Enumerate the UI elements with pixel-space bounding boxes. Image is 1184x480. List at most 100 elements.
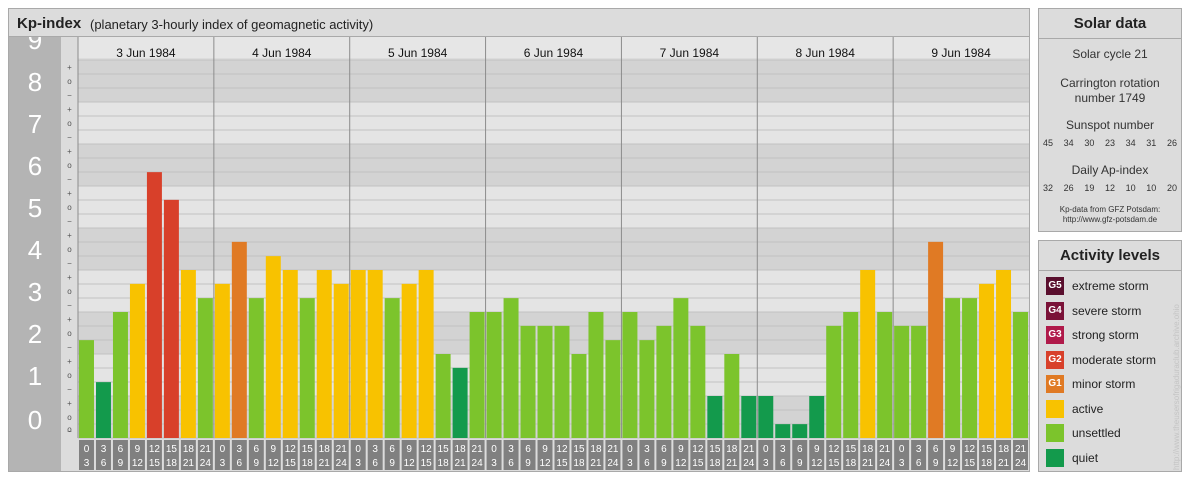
kp-bar [384,298,400,438]
kp-bar [741,396,757,438]
interval-end-label: 3 [627,458,633,469]
interval-start-label: 12 [149,444,161,455]
interval-end-label: 15 [692,458,704,469]
kp-bar [928,241,944,438]
interval-end-label: 21 [862,458,874,469]
kp-bar [826,325,842,438]
interval-cell [486,440,502,470]
kp-bar [520,325,536,438]
interval-start-label: 3 [372,444,378,455]
sunspot-values: 45 34 30 23 34 31 26 [1043,138,1177,148]
kp-bar [333,283,349,438]
interval-end-label: 15 [285,458,297,469]
interval-cell [894,440,910,470]
minor-tick-label: − [67,133,72,142]
interval-end-label: 18 [302,458,314,469]
interval-start-label: 15 [573,444,585,455]
legend-label: strong storm [1072,328,1139,342]
interval-cell [1013,440,1028,470]
interval-end-label: 9 [661,458,667,469]
minor-tick-label: − [67,217,72,226]
interval-start-label: 18 [455,444,467,455]
kp-bar [469,312,485,438]
minor-tick-label: o [67,77,72,86]
kp-bar [877,312,893,438]
interval-cell [979,440,995,470]
y-tick-label: 0 [28,405,42,435]
interval-end-label: 15 [149,458,161,469]
interval-end-label: 9 [254,458,260,469]
interval-start-label: 12 [556,444,568,455]
interval-start-label: 9 [678,444,684,455]
kp-bar [95,382,111,438]
legend-swatch: G5 [1046,277,1064,295]
interval-cell [316,440,332,470]
interval-cell [860,440,876,470]
y-tick-label: 4 [28,235,42,265]
kp-bar [809,396,825,438]
minor-tick-label: − [67,385,72,394]
minor-tick-label: o [67,161,72,170]
interval-start-label: 0 [763,444,769,455]
interval-end-label: 3 [220,458,226,469]
interval-cell [945,440,961,470]
interval-start-label: 18 [726,444,738,455]
carrington-line-2: number 1749 [1074,91,1146,105]
interval-cell [588,440,604,470]
legend-label: unsettled [1072,426,1121,440]
interval-cell [401,440,417,470]
kp-bar [79,340,94,438]
interval-start-label: 3 [916,444,922,455]
interval-end-label: 18 [166,458,178,469]
minor-tick-label: o [67,413,72,422]
interval-end-label: 24 [607,458,619,469]
kp-bar [656,325,672,438]
minor-tick-label: − [67,91,72,100]
interval-start-label: 9 [814,444,820,455]
plot-band [78,228,1029,270]
interval-start-label: 12 [285,444,297,455]
interval-start-label: 0 [899,444,905,455]
interval-end-label: 12 [132,458,144,469]
minor-tick-label: − [67,301,72,310]
interval-end-label: 18 [573,458,585,469]
legend-label: active [1072,401,1104,416]
sunspot-value: 34 [1063,138,1074,148]
interval-start-label: 3 [508,444,514,455]
kp-bar [350,270,366,438]
y-tick-label: 5 [28,193,42,223]
interval-cell [146,440,162,470]
interval-cell [265,440,281,470]
sunspot-value: 23 [1104,138,1115,148]
interval-cell [724,440,740,470]
kp-bar [945,298,961,438]
kp-bar [673,298,689,438]
interval-start-label: 12 [692,444,704,455]
interval-end-label: 21 [183,458,195,469]
interval-start-label: 21 [743,444,755,455]
interval-cell [350,440,366,470]
y-tick-label: 6 [28,151,42,181]
ap-value: 26 [1063,183,1074,193]
interval-start-label: 21 [336,444,348,455]
minor-tick-label: + [67,399,72,408]
plot-band [78,186,1029,228]
kp-bar [962,298,978,438]
interval-cell [537,440,553,470]
legend-label: extreme storm [1072,279,1149,293]
interval-cell [299,440,315,470]
legend-label: minor storm [1072,377,1136,391]
ap-value: 19 [1084,183,1095,193]
interval-start-label: 15 [981,444,993,455]
interval-end-label: 3 [355,458,361,469]
interval-start-label: 0 [84,444,90,455]
interval-start-label: 9 [406,444,412,455]
interval-cell [520,440,536,470]
ap-value: 20 [1166,183,1177,193]
interval-start-label: 3 [101,444,107,455]
credit-link[interactable]: http://www.gfz-potsdam.de [1062,215,1158,224]
kp-bar [265,256,281,438]
minor-tick-label: o [67,329,72,338]
kp-bar [197,298,213,438]
minor-tick-label: + [67,273,72,282]
